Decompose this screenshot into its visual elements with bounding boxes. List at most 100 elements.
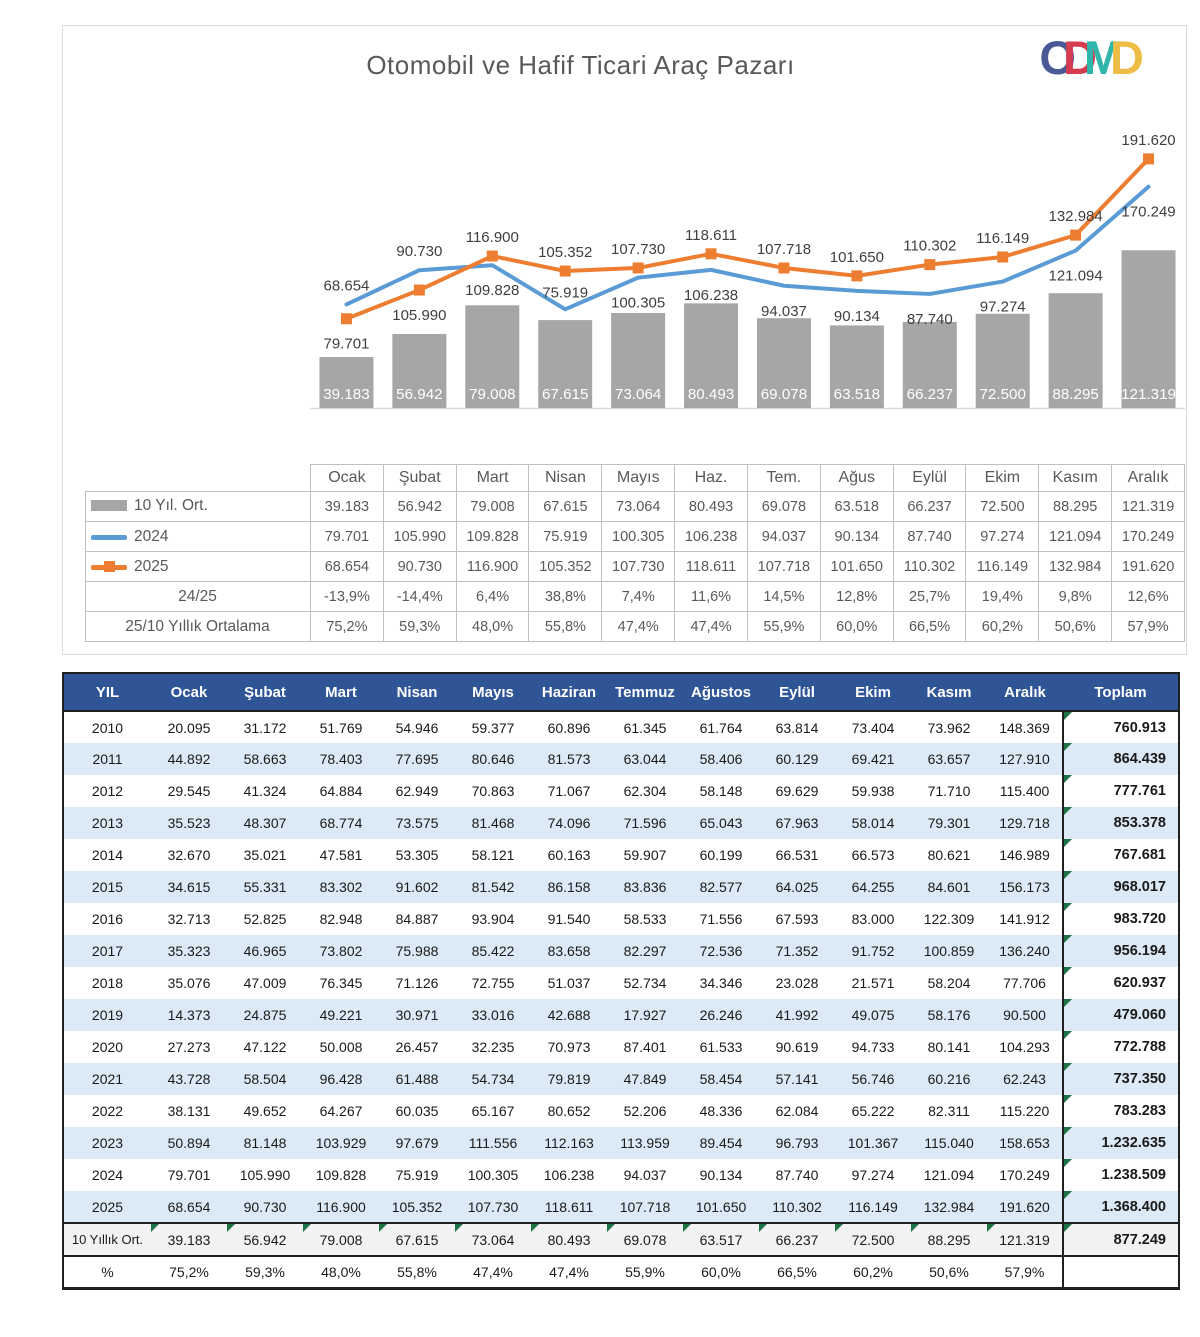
- month-value-cell: 69.421: [851, 751, 895, 767]
- legend-value-cell: 107.730: [601, 551, 676, 582]
- legend-value-cell: 67.615: [528, 491, 603, 522]
- avg-bar: [975, 313, 1030, 408]
- legend-value-cell: 170.249: [1111, 521, 1185, 552]
- bar-label: 63.518: [834, 386, 880, 403]
- footer-value-cell: 79.008: [303, 1223, 379, 1256]
- month-value-cell: 35.076: [167, 975, 211, 991]
- legend-value-cell: 110.302: [892, 551, 967, 582]
- year-cell: 2024: [91, 1167, 124, 1183]
- data-label-2025: 101.650: [830, 249, 884, 266]
- month-value-cell: 44.892: [167, 751, 211, 767]
- month-value-cell: 148.369: [999, 719, 1050, 736]
- legend-value-cell: -14,4%: [382, 581, 457, 612]
- footer-value-cell: 75,2%: [169, 1263, 209, 1280]
- footer-value-cell: 56.942: [227, 1223, 303, 1256]
- footer-value-cell: 73.064: [455, 1223, 531, 1256]
- month-value-cell: 71.126: [395, 975, 439, 991]
- month-header: Haz.: [674, 464, 748, 492]
- data-label-2024: 100.305: [611, 295, 665, 312]
- month-value-cell: 115.220: [999, 1103, 1050, 1119]
- column-header: Temmuz: [607, 673, 683, 712]
- month-value-cell: 35.021: [243, 847, 287, 863]
- month-value-cell: 24.875: [243, 1007, 287, 1023]
- footer-value-cell: 121.319: [987, 1223, 1063, 1256]
- avg-bar: [611, 313, 666, 408]
- month-value-cell: 54.946: [395, 719, 439, 736]
- year-row: 2023 50.894 81.148 103.929 97.679 111.556 112.…: [63, 1127, 1180, 1159]
- legend-value-cell: 25,7%: [892, 581, 967, 612]
- month-value-cell: 105.990: [239, 1167, 291, 1183]
- month-header: Ağus: [819, 464, 894, 492]
- month-value-cell: 83.836: [623, 879, 667, 895]
- data-label-2025: 105.352: [538, 244, 592, 261]
- line-2025: [344, 156, 1151, 321]
- month-value-cell: 52.734: [623, 975, 667, 991]
- avg-bar: [319, 357, 374, 408]
- legend-value-cell: 109.828: [455, 521, 530, 552]
- legend-value-cell: 39.183: [310, 491, 384, 522]
- month-value-cell: 84.601: [927, 879, 971, 895]
- bar-label: 56.942: [396, 386, 442, 403]
- month-value-cell: 62.243: [1003, 1071, 1046, 1087]
- bar-label: 79.008: [469, 386, 515, 403]
- year-cell: 2010: [91, 719, 124, 736]
- data-label-2025: 191.620: [1121, 132, 1175, 149]
- month-value-cell: 74.096: [547, 815, 591, 831]
- month-value-cell: 106.238: [543, 1167, 595, 1183]
- total-cell: 783.283: [1062, 1095, 1180, 1127]
- month-value-cell: 61.345: [623, 719, 667, 736]
- legend-value-cell: 90.134: [819, 521, 894, 552]
- column-header: Ekim: [835, 673, 911, 712]
- legend-value-cell: 105.352: [528, 551, 603, 582]
- month-value-cell: 76.345: [319, 975, 363, 991]
- month-value-cell: 115.040: [924, 1135, 974, 1151]
- month-value-cell: 21.571: [851, 975, 895, 991]
- month-value-cell: 122.309: [923, 911, 975, 927]
- legend-value-cell: 68.654: [310, 551, 384, 582]
- month-value-cell: 43.728: [167, 1071, 211, 1087]
- legend-value-cell: 6,4%: [455, 581, 530, 612]
- footer-value-cell: 66.237: [759, 1223, 835, 1256]
- marker-2025: [632, 262, 644, 274]
- month-value-cell: 51.037: [547, 975, 591, 991]
- month-value-cell: 29.545: [167, 783, 211, 799]
- month-value-cell: 81.148: [243, 1135, 287, 1151]
- month-value-cell: 112.163: [544, 1135, 594, 1151]
- month-value-cell: 63.044: [623, 751, 667, 767]
- footer-value-cell: 50,6%: [929, 1263, 969, 1280]
- column-header: Ağustos: [683, 673, 759, 712]
- legend-row: 2025 68.654 90.730 116.900 105.352 107.730 118…: [85, 551, 1185, 582]
- month-value-cell: 64.255: [851, 879, 895, 895]
- month-header: Ocak: [310, 464, 384, 492]
- month-value-cell: 113.959: [620, 1135, 670, 1151]
- month-value-cell: 52.206: [623, 1103, 667, 1119]
- footer-value-cell: 57,9%: [1004, 1263, 1045, 1280]
- legend-value-cell: 66.237: [892, 491, 967, 522]
- month-value-cell: 27.273: [167, 1039, 211, 1055]
- data-label-2024: 109.828: [465, 282, 519, 299]
- month-value-cell: 60.163: [547, 847, 591, 863]
- marker-2025: [413, 284, 425, 296]
- avg-bar: [1048, 293, 1103, 408]
- legend-value-cell: 106.238: [674, 521, 748, 552]
- month-value-cell: 62.304: [623, 783, 667, 799]
- footer-value-cell: 55,8%: [397, 1263, 437, 1280]
- line-2025-swatch-icon: [91, 561, 127, 573]
- month-value-cell: 17.927: [623, 1007, 667, 1023]
- year-cell: 2018: [91, 975, 124, 991]
- month-value-cell: 93.904: [471, 911, 515, 927]
- month-value-cell: 97.274: [851, 1167, 895, 1183]
- data-label-2024: 79.701: [324, 336, 370, 353]
- odmd-market-report: Otomobil ve Hafif Ticari Araç Pazarı ODM…: [62, 25, 1187, 1290]
- legend-row: 10 Yıl. Ort. 39.183 56.942 79.008 67.615 73.0…: [85, 491, 1185, 522]
- column-header: Şubat: [227, 673, 303, 712]
- avg-bar: [392, 333, 447, 408]
- month-value-cell: 79.701: [167, 1167, 211, 1183]
- legend-value-cell: 94.037: [746, 521, 821, 552]
- legend-value-cell: 75.919: [528, 521, 603, 552]
- footer-value-cell: 59,3%: [245, 1263, 285, 1280]
- series-label: 24/25: [85, 581, 311, 612]
- series-name: 2024: [134, 528, 169, 546]
- logo-letter: D: [1062, 31, 1097, 84]
- footer-value-cell: 55,9%: [625, 1263, 665, 1280]
